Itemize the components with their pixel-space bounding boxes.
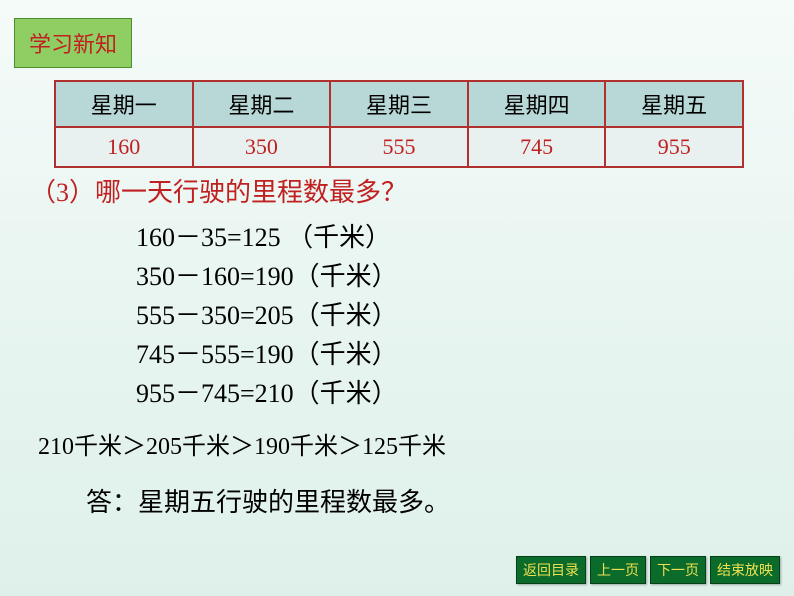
table-value-cell: 350 bbox=[193, 127, 331, 167]
mileage-table: 星期一 星期二 星期三 星期四 星期五 160 350 555 745 955 bbox=[54, 80, 744, 168]
comparison-text: 210千米＞205千米＞190千米＞125千米 bbox=[38, 426, 446, 461]
table-header-cell: 星期一 bbox=[55, 81, 193, 127]
table-header-cell: 星期五 bbox=[605, 81, 743, 127]
calculation-block: 160－35=125 （千米） 350－160=190（千米） 555－350=… bbox=[136, 218, 398, 413]
table-header-cell: 星期二 bbox=[193, 81, 331, 127]
table-header-cell: 星期三 bbox=[330, 81, 468, 127]
study-badge-label: 学习新知 bbox=[29, 32, 117, 57]
answer-text: 答：星期五行驶的里程数最多。 bbox=[86, 482, 450, 519]
calc-line: 555－350=205（千米） bbox=[136, 296, 398, 335]
calc-line: 955－745=210（千米） bbox=[136, 374, 398, 413]
study-badge: 学习新知 bbox=[14, 18, 132, 68]
table-value-cell: 745 bbox=[468, 127, 606, 167]
table-value-row: 160 350 555 745 955 bbox=[55, 127, 743, 167]
back-to-toc-button[interactable]: 返回目录 bbox=[516, 556, 586, 584]
table-value-cell: 555 bbox=[330, 127, 468, 167]
question-text: （3）哪一天行驶的里程数最多？ bbox=[30, 172, 407, 209]
table-value-cell: 160 bbox=[55, 127, 193, 167]
table-header-row: 星期一 星期二 星期三 星期四 星期五 bbox=[55, 81, 743, 127]
end-slideshow-button[interactable]: 结束放映 bbox=[710, 556, 780, 584]
calc-line: 350－160=190（千米） bbox=[136, 257, 398, 296]
nav-buttons: 返回目录 上一页 下一页 结束放映 bbox=[516, 556, 780, 584]
next-page-button[interactable]: 下一页 bbox=[650, 556, 706, 584]
calc-line: 745－555=190（千米） bbox=[136, 335, 398, 374]
calc-line: 160－35=125 （千米） bbox=[136, 218, 398, 257]
prev-page-button[interactable]: 上一页 bbox=[590, 556, 646, 584]
table-value-cell: 955 bbox=[605, 127, 743, 167]
table-header-cell: 星期四 bbox=[468, 81, 606, 127]
